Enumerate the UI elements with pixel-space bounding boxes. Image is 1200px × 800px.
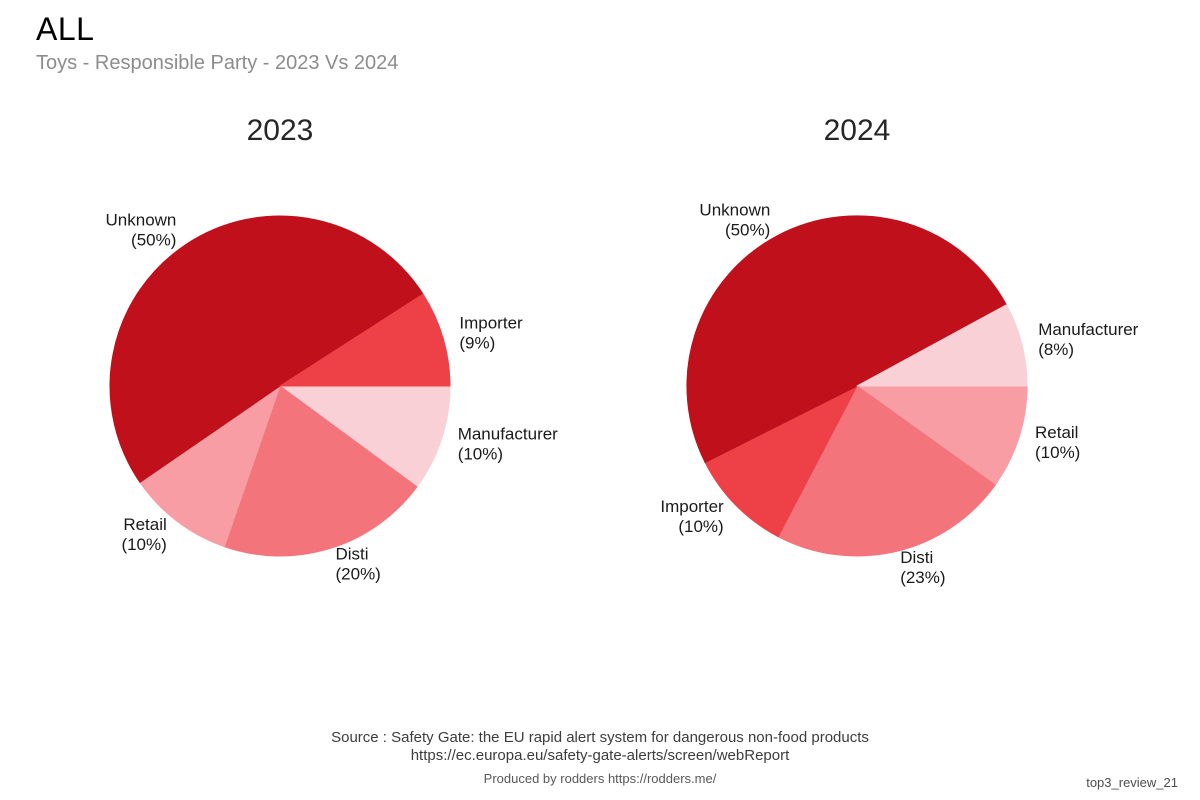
pie-title-2023: 2023 (246, 114, 314, 147)
page-subtitle: Toys - Responsible Party - 2023 Vs 2024 (36, 52, 399, 74)
pie-2023-label-retail: Retail (10%) (121, 515, 166, 554)
pie-2023-slice-manufacturer (279, 385, 451, 488)
pie-2023-slice-unknown (109, 215, 424, 483)
produced-by-note: Produced by rodders https://rodders.me/ (483, 771, 717, 786)
pie-2023-slice-disti (223, 385, 418, 557)
pie-2024-label-importer: Importer (10%) (660, 497, 724, 536)
source-note: Source : Safety Gate: the EU rapid alert… (0, 729, 1200, 765)
pie-2024-slice-importer (704, 385, 858, 538)
pie-2024-label-retail: Retail (10%) (1035, 423, 1080, 462)
pie-2023-slice-importer (279, 293, 451, 387)
pie-2023-label-unknown: Unknown (50%) (106, 210, 177, 249)
source-line-2: https://ec.europa.eu/safety-gate-alerts/… (410, 747, 790, 764)
watermark-label: top3_review_21 (1086, 775, 1178, 790)
pie-title-2024: 2024 (823, 114, 891, 147)
pie-2024-slice-unknown (686, 215, 1007, 463)
pie-2024-label-manufacturer: Manufacturer (8%) (1038, 320, 1138, 359)
pie-2024-label-disti: Disti (23%) (900, 548, 945, 587)
pie-2024-label-unknown: Unknown (50%) (699, 200, 770, 239)
pie-2023-label-manufacturer: Manufacturer (10%) (458, 424, 558, 463)
source-line-1: Source : Safety Gate: the EU rapid alert… (331, 729, 869, 746)
pie-2024-slice-retail (856, 385, 1028, 486)
pie-svg-2023: Manufacturer (10%) Disti (20%) Retail (10%) Un… (106, 210, 559, 584)
pie-2023-slice-retail (139, 385, 281, 548)
pie-2024-slice-manufacturer (856, 304, 1028, 387)
pie-2023-label-disti: Disti (20%) (336, 545, 381, 584)
pie-svg-2024: Retail (10%) Disti (23%) Importer (10%) Unknow… (660, 200, 1138, 587)
pie-chart-2024: 2024 Retail (10%) Disti (23%) Importer (10%) U… (577, 0, 1138, 660)
page-title: ALL (36, 11, 95, 47)
pie-2024-slice-disti (777, 385, 996, 557)
pie-chart-2023: 2023 Manufacturer (10%) Disti (20%) Retail (1… (0, 0, 560, 660)
pie-2023-label-importer: Importer (9%) (459, 313, 523, 352)
